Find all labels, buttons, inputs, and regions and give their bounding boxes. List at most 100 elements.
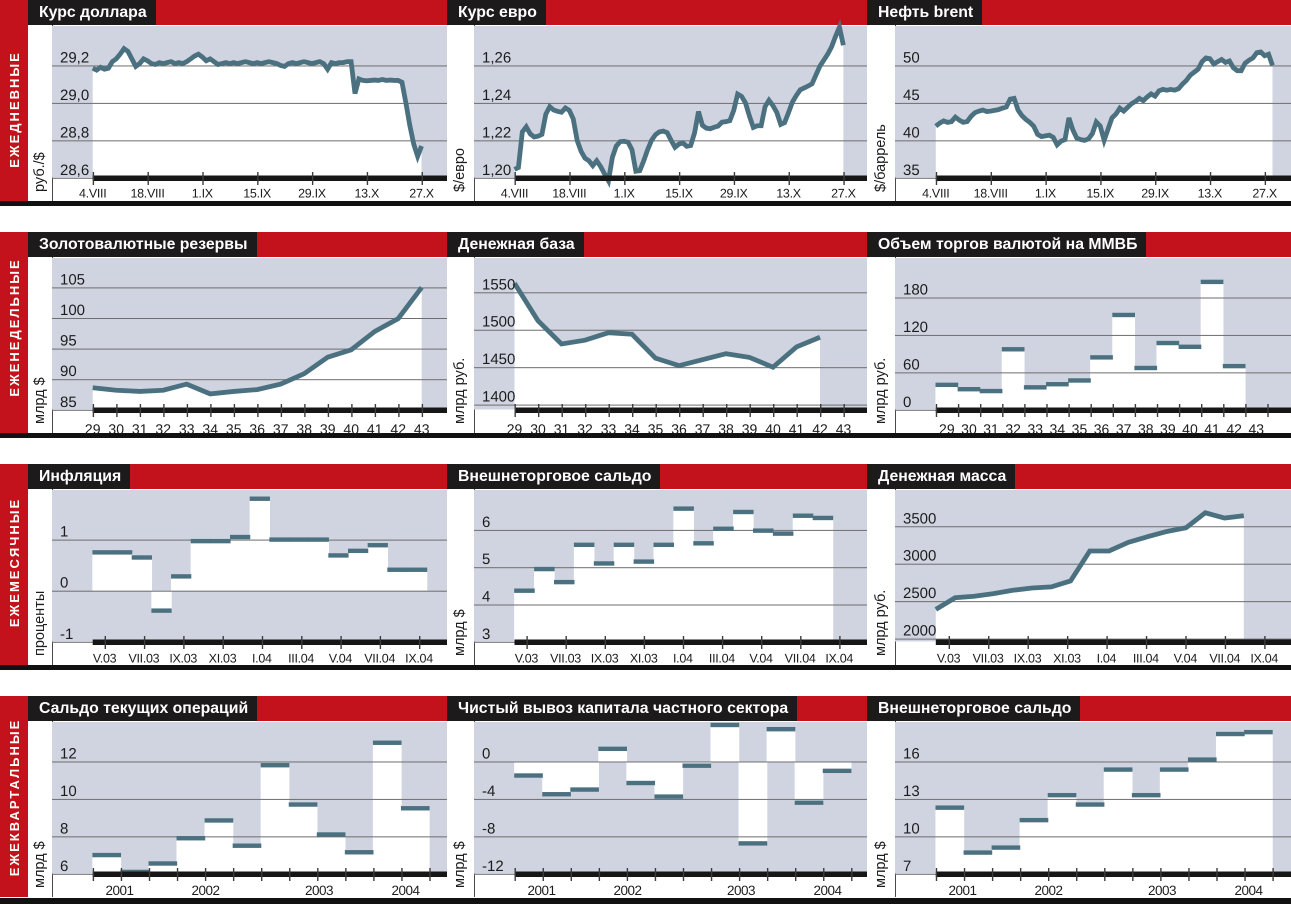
svg-text:2002: 2002 [191, 883, 219, 898]
svg-text:VII.04: VII.04 [1209, 652, 1240, 666]
svg-text:43: 43 [836, 421, 852, 437]
svg-text:1,22: 1,22 [482, 124, 511, 141]
svg-text:27.X: 27.X [1252, 186, 1277, 200]
svg-text:1550: 1550 [482, 276, 515, 293]
svg-text:29,2: 29,2 [60, 49, 89, 66]
svg-text:33: 33 [1027, 421, 1043, 437]
svg-text:31: 31 [983, 421, 999, 437]
svg-text:34: 34 [202, 421, 218, 437]
svg-text:6: 6 [482, 514, 490, 531]
svg-text:1,20: 1,20 [482, 162, 511, 179]
svg-text:29: 29 [507, 421, 523, 437]
svg-text:36: 36 [671, 421, 687, 437]
svg-text:2500: 2500 [903, 585, 936, 602]
svg-text:35: 35 [648, 421, 664, 437]
svg-text:6: 6 [60, 858, 68, 875]
svg-text:180: 180 [903, 282, 928, 299]
svg-text:IX.04: IX.04 [1250, 652, 1278, 666]
svg-text:40: 40 [903, 124, 920, 141]
svg-text:29,0: 29,0 [60, 87, 89, 104]
svg-text:1.IX: 1.IX [614, 186, 636, 200]
svg-text:III.04: III.04 [709, 652, 735, 666]
svg-text:29.IX: 29.IX [720, 186, 749, 200]
svg-text:29.IX: 29.IX [1141, 186, 1170, 200]
svg-text:31: 31 [132, 421, 148, 437]
svg-text:41: 41 [1204, 421, 1220, 437]
svg-text:36: 36 [1094, 421, 1110, 437]
svg-text:15.IX: 15.IX [665, 186, 694, 200]
svg-text:XI.03: XI.03 [630, 652, 658, 666]
svg-text:95: 95 [60, 333, 77, 350]
svg-text:2003: 2003 [1148, 883, 1176, 898]
svg-text:2003: 2003 [305, 883, 333, 898]
svg-text:15.IX: 15.IX [243, 186, 272, 200]
svg-text:42: 42 [390, 421, 406, 437]
svg-text:30: 30 [530, 421, 546, 437]
svg-text:2004: 2004 [813, 883, 842, 898]
svg-text:13: 13 [903, 783, 920, 800]
svg-text:42: 42 [1226, 421, 1242, 437]
svg-text:2002: 2002 [613, 883, 641, 898]
svg-text:0: 0 [482, 745, 490, 762]
svg-text:1.IX: 1.IX [1035, 186, 1057, 200]
svg-text:33: 33 [179, 421, 195, 437]
svg-text:4.VIII: 4.VIII [501, 186, 528, 200]
svg-text:V.03: V.03 [937, 652, 961, 666]
svg-text:100: 100 [60, 302, 85, 319]
svg-text:1.IX: 1.IX [192, 186, 214, 200]
svg-text:39: 39 [320, 421, 336, 437]
svg-text:27.X: 27.X [831, 186, 856, 200]
svg-text:32: 32 [577, 421, 593, 437]
svg-text:29: 29 [85, 421, 101, 437]
svg-text:35: 35 [903, 162, 920, 179]
svg-text:IX.04: IX.04 [405, 652, 433, 666]
svg-text:1,24: 1,24 [482, 87, 511, 104]
svg-text:41: 41 [367, 421, 383, 437]
svg-text:3: 3 [482, 626, 490, 643]
svg-text:32: 32 [155, 421, 171, 437]
svg-text:I.04: I.04 [1097, 652, 1117, 666]
svg-text:VII.03: VII.03 [973, 652, 1004, 666]
svg-text:37: 37 [1116, 421, 1132, 437]
svg-text:27.X: 27.X [409, 186, 434, 200]
svg-text:2004: 2004 [1234, 883, 1263, 898]
svg-text:-4: -4 [482, 783, 495, 800]
svg-text:10: 10 [60, 783, 77, 800]
svg-text:12: 12 [60, 745, 77, 762]
svg-text:0: 0 [60, 575, 68, 592]
svg-text:2001: 2001 [948, 883, 976, 898]
svg-text:VII.04: VII.04 [364, 652, 395, 666]
svg-text:0: 0 [903, 394, 911, 411]
svg-text:40: 40 [765, 421, 781, 437]
svg-text:37: 37 [273, 421, 289, 437]
svg-text:38: 38 [718, 421, 734, 437]
svg-text:38: 38 [296, 421, 312, 437]
svg-text:7: 7 [903, 858, 911, 875]
svg-text:28,8: 28,8 [60, 124, 89, 141]
svg-text:-8: -8 [482, 820, 495, 837]
svg-text:34: 34 [624, 421, 640, 437]
svg-text:2003: 2003 [727, 883, 755, 898]
svg-text:40: 40 [1182, 421, 1198, 437]
svg-text:18.VIII: 18.VIII [130, 186, 164, 200]
svg-text:V.03: V.03 [93, 652, 117, 666]
svg-text:VII.04: VII.04 [785, 652, 816, 666]
svg-text:-12: -12 [482, 858, 504, 875]
svg-text:30: 30 [108, 421, 124, 437]
svg-text:5: 5 [482, 551, 490, 568]
svg-text:85: 85 [60, 394, 77, 411]
svg-text:1500: 1500 [482, 314, 515, 331]
svg-text:31: 31 [554, 421, 570, 437]
svg-text:4.VIII: 4.VIII [79, 186, 106, 200]
svg-text:29.IX: 29.IX [298, 186, 327, 200]
svg-text:30: 30 [961, 421, 977, 437]
svg-text:36: 36 [249, 421, 265, 437]
svg-text:41: 41 [789, 421, 805, 437]
svg-text:IX.03: IX.03 [591, 652, 619, 666]
svg-text:35: 35 [226, 421, 242, 437]
svg-text:V.04: V.04 [1174, 652, 1198, 666]
svg-text:16: 16 [903, 745, 920, 762]
svg-text:13.X: 13.X [776, 186, 801, 200]
svg-text:3500: 3500 [903, 510, 936, 527]
svg-text:III.04: III.04 [1133, 652, 1159, 666]
